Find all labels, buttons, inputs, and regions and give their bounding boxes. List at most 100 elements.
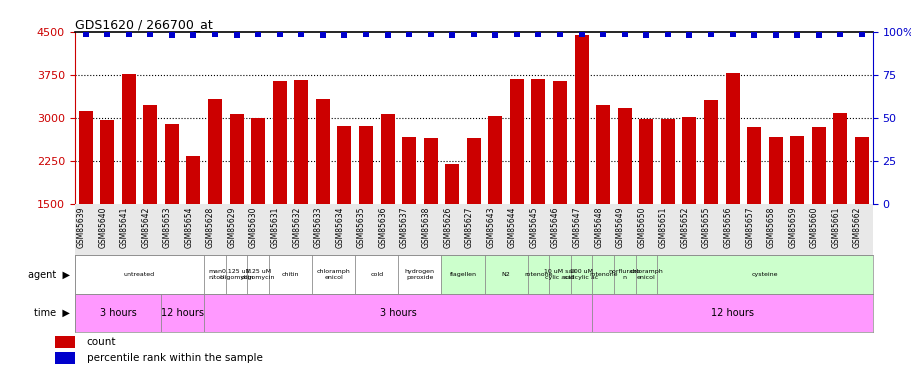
Bar bbox=[833, 113, 846, 291]
Text: GSM85647: GSM85647 bbox=[572, 207, 581, 248]
Text: GSM85643: GSM85643 bbox=[486, 207, 495, 248]
Text: GSM85630: GSM85630 bbox=[249, 207, 258, 248]
Bar bbox=[380, 114, 394, 291]
Bar bbox=[143, 105, 157, 291]
Bar bbox=[703, 100, 717, 291]
Bar bbox=[359, 126, 373, 291]
Bar bbox=[294, 80, 308, 291]
Text: 10 uM sali
cylic acid: 10 uM sali cylic acid bbox=[544, 269, 576, 280]
Bar bbox=[592, 255, 613, 294]
Text: GSM85635: GSM85635 bbox=[356, 207, 365, 248]
Bar bbox=[790, 136, 804, 291]
Bar bbox=[768, 136, 782, 291]
Bar bbox=[424, 138, 437, 291]
Bar bbox=[226, 255, 247, 294]
Text: GSM85629: GSM85629 bbox=[227, 207, 236, 248]
Bar bbox=[312, 255, 354, 294]
Bar bbox=[354, 255, 398, 294]
Text: GSM85627: GSM85627 bbox=[465, 207, 474, 248]
Bar bbox=[484, 255, 527, 294]
Bar bbox=[441, 255, 484, 294]
Bar bbox=[272, 81, 286, 291]
Text: GSM85642: GSM85642 bbox=[141, 207, 150, 248]
Text: man
nitol: man nitol bbox=[208, 269, 221, 280]
Text: GSM85652: GSM85652 bbox=[680, 207, 689, 248]
Text: 100 uM
salicylic ac: 100 uM salicylic ac bbox=[564, 269, 599, 280]
Text: rotenone: rotenone bbox=[524, 272, 552, 277]
Bar bbox=[725, 73, 739, 291]
Text: cysteine: cysteine bbox=[751, 272, 777, 277]
Text: GDS1620 / 266700_at: GDS1620 / 266700_at bbox=[75, 18, 212, 31]
Bar bbox=[660, 119, 674, 291]
Text: GSM85662: GSM85662 bbox=[852, 207, 861, 248]
Bar bbox=[617, 108, 631, 291]
Text: 3 hours: 3 hours bbox=[380, 308, 416, 318]
Bar bbox=[657, 255, 872, 294]
Text: GSM85637: GSM85637 bbox=[400, 207, 409, 248]
Text: chloramph
enicol: chloramph enicol bbox=[629, 269, 662, 280]
Text: chitin: chitin bbox=[281, 272, 299, 277]
Text: GSM85646: GSM85646 bbox=[550, 207, 559, 248]
Bar bbox=[398, 255, 441, 294]
Bar bbox=[315, 99, 330, 291]
Text: norflurazo
n: norflurazo n bbox=[608, 269, 640, 280]
Text: GSM85648: GSM85648 bbox=[594, 207, 602, 248]
Bar bbox=[121, 74, 136, 291]
Text: GSM85634: GSM85634 bbox=[335, 207, 344, 248]
Text: GSM85654: GSM85654 bbox=[184, 207, 193, 248]
Bar bbox=[269, 255, 312, 294]
Bar bbox=[75, 255, 204, 294]
Text: N2: N2 bbox=[501, 272, 510, 277]
Text: GSM85655: GSM85655 bbox=[701, 207, 711, 248]
Text: count: count bbox=[87, 337, 116, 347]
Text: GSM85653: GSM85653 bbox=[163, 207, 171, 248]
Bar bbox=[574, 35, 588, 291]
Text: GSM85644: GSM85644 bbox=[507, 207, 517, 248]
Text: GSM85641: GSM85641 bbox=[119, 207, 128, 248]
Bar bbox=[337, 126, 351, 291]
Bar bbox=[165, 124, 179, 291]
Text: 12 hours: 12 hours bbox=[161, 308, 204, 318]
Text: GSM85650: GSM85650 bbox=[637, 207, 646, 248]
Bar bbox=[55, 352, 75, 364]
Bar bbox=[635, 255, 657, 294]
Text: GSM85636: GSM85636 bbox=[378, 207, 387, 248]
Text: 0.125 uM
oligomycin: 0.125 uM oligomycin bbox=[220, 269, 253, 280]
Bar bbox=[204, 255, 226, 294]
Bar bbox=[811, 128, 825, 291]
Text: GSM85660: GSM85660 bbox=[809, 207, 818, 248]
Bar bbox=[466, 138, 480, 291]
Bar bbox=[592, 294, 872, 332]
Text: GSM85656: GSM85656 bbox=[722, 207, 732, 248]
Text: cold: cold bbox=[370, 272, 383, 277]
Text: GSM85626: GSM85626 bbox=[443, 207, 452, 248]
Bar bbox=[487, 116, 502, 291]
Text: hydrogen
peroxide: hydrogen peroxide bbox=[404, 269, 435, 280]
Bar bbox=[509, 79, 523, 291]
Bar bbox=[531, 79, 545, 291]
Text: agent  ▶: agent ▶ bbox=[28, 270, 70, 280]
Text: flagellen: flagellen bbox=[449, 272, 476, 277]
Bar bbox=[230, 114, 243, 291]
Text: GSM85628: GSM85628 bbox=[206, 207, 215, 248]
Bar bbox=[402, 136, 415, 291]
Bar bbox=[596, 105, 609, 291]
Bar bbox=[746, 127, 761, 291]
Text: GSM85651: GSM85651 bbox=[658, 207, 667, 248]
Text: GSM85639: GSM85639 bbox=[77, 207, 86, 248]
Text: GSM85659: GSM85659 bbox=[787, 207, 796, 248]
Text: GSM85657: GSM85657 bbox=[744, 207, 753, 248]
Text: untreated: untreated bbox=[124, 272, 155, 277]
Text: GSM85640: GSM85640 bbox=[98, 207, 107, 248]
Text: rotenone: rotenone bbox=[589, 272, 617, 277]
Text: time  ▶: time ▶ bbox=[35, 308, 70, 318]
Text: GSM85649: GSM85649 bbox=[615, 207, 624, 248]
Bar bbox=[445, 164, 459, 291]
Bar bbox=[100, 120, 114, 291]
Text: percentile rank within the sample: percentile rank within the sample bbox=[87, 353, 262, 363]
Text: 1.25 uM
oligomycin: 1.25 uM oligomycin bbox=[241, 269, 275, 280]
Bar bbox=[55, 336, 75, 348]
Text: GSM85631: GSM85631 bbox=[271, 207, 280, 248]
Text: GSM85633: GSM85633 bbox=[313, 207, 322, 248]
Bar bbox=[186, 156, 200, 291]
